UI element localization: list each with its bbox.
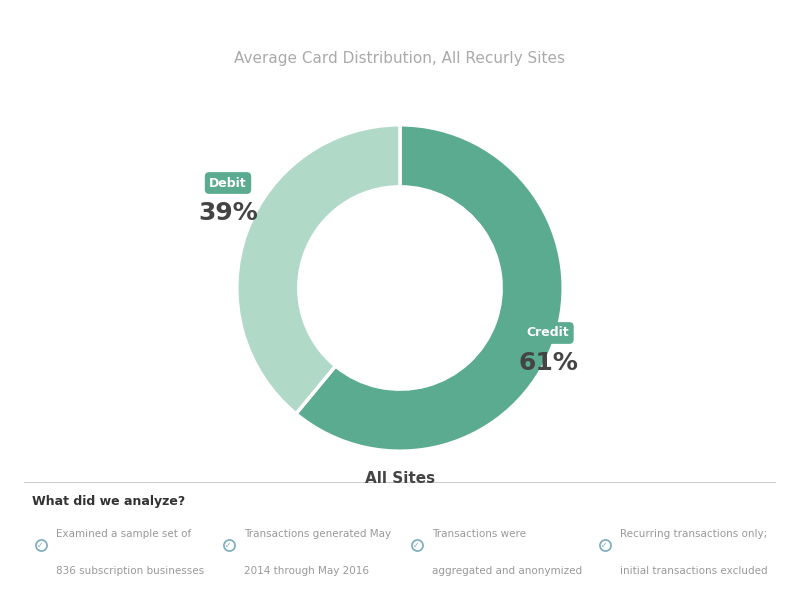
Text: ✓: ✓ [602,541,608,550]
Text: What did we analyze?: What did we analyze? [31,495,185,508]
Text: initial transactions excluded: initial transactions excluded [620,566,768,576]
Text: Credit: Credit [526,326,570,340]
Text: All Sites: All Sites [365,471,435,486]
Text: 836 subscription businesses: 836 subscription businesses [56,566,205,576]
Wedge shape [296,125,563,451]
Text: aggregated and anonymized: aggregated and anonymized [432,566,582,576]
Text: ✓: ✓ [414,541,420,550]
Wedge shape [237,125,400,414]
Text: Debit: Debit [209,176,247,190]
Text: 61%: 61% [518,351,578,375]
Text: Recurring transactions only;: Recurring transactions only; [620,529,767,539]
Text: ✓: ✓ [38,541,44,550]
Text: Transactions generated May: Transactions generated May [244,529,391,539]
Text: Examined a sample set of: Examined a sample set of [56,529,191,539]
Text: 39%: 39% [198,201,258,225]
Text: ✓: ✓ [226,541,232,550]
Text: Average Card Distribution, All Recurly Sites: Average Card Distribution, All Recurly S… [234,51,566,66]
Text: Transactions were: Transactions were [432,529,526,539]
Text: 2014 through May 2016: 2014 through May 2016 [244,566,370,576]
